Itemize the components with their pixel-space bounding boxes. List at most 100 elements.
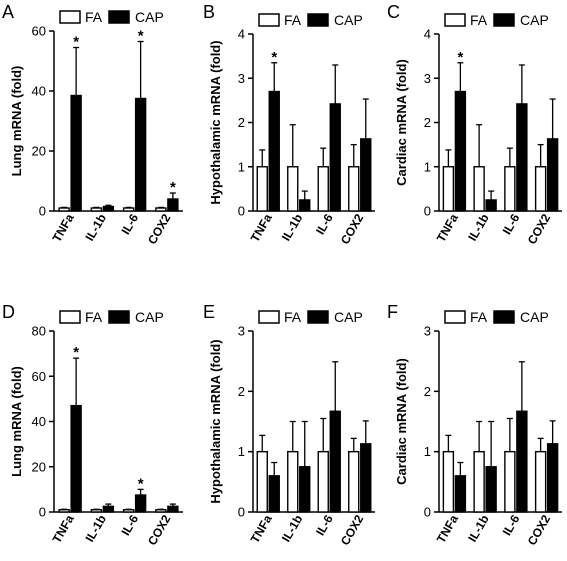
x-tick-label: TNFa: [50, 512, 77, 545]
significance-marker: *: [457, 49, 463, 66]
legend-swatch-cap: [493, 13, 515, 27]
y-tick-label: 80: [32, 324, 46, 339]
bar-cap-il-1b: [102, 505, 115, 513]
bar-fa-cox2: [348, 450, 360, 513]
bar-fa-cox2: [155, 207, 167, 212]
panel-label: F: [387, 302, 398, 322]
bar-fa-tnfa: [256, 166, 268, 212]
x-tick-label: TNFa: [248, 211, 275, 244]
x-tick-label: COX2: [145, 512, 174, 548]
x-tick-label: IL-6: [313, 211, 336, 237]
significance-marker: *: [170, 179, 176, 196]
y-axis-label: Hypothalamic mRNA (fold): [208, 339, 223, 503]
legend-label-fa: FA: [470, 309, 488, 325]
significance-marker: *: [271, 49, 277, 66]
x-tick-label: IL-6: [118, 211, 141, 237]
chart-panel-e: E 0 1 2 3 Hypothalamic mRNA (fold) TNFa IL-1b IL…: [203, 302, 375, 548]
x-tick-label: IL-6: [118, 512, 141, 538]
x-tick-label: IL-6: [500, 512, 523, 538]
legend-label-fa: FA: [284, 12, 302, 28]
y-tick-label: 0: [424, 204, 431, 219]
bar-fa-tnfa: [442, 166, 455, 212]
bar-fa-il-1b: [287, 450, 299, 513]
y-tick-label: 0: [424, 505, 431, 520]
x-tick-label: COX2: [338, 512, 367, 548]
x-tick-label: IL-1b: [83, 513, 109, 545]
y-tick-label: 20: [32, 144, 46, 159]
bar-cap-il-6: [516, 410, 528, 513]
bar-fa-il-1b: [473, 166, 485, 212]
bar-cap-tnfa: [268, 90, 280, 212]
y-tick-label: 1: [238, 444, 245, 459]
x-tick-label: TNFa: [434, 512, 461, 545]
x-tick-label: TNFa: [248, 512, 275, 545]
bar-fa-tnfa: [58, 207, 70, 212]
bar-fa-tnfa: [256, 450, 268, 513]
bar-fa-il-1b: [287, 166, 299, 212]
y-tick-label: 3: [238, 71, 245, 86]
bar-fa-il-6: [504, 166, 516, 212]
bar-cap-cox2: [360, 138, 372, 212]
x-tick-label: IL-1b: [279, 513, 305, 545]
y-tick-label: 0: [238, 505, 245, 520]
significance-marker: *: [73, 344, 79, 361]
chart-panel-b: B 0 1 2 3 4 Hypothalamic mRNA (fold) * TNFa IL-1b…: [203, 2, 375, 247]
y-tick-label: 3: [424, 71, 431, 86]
legend-label-cap: CAP: [334, 12, 363, 28]
bar-fa-il-1b: [473, 450, 485, 513]
y-tick-label: 40: [32, 414, 46, 429]
y-tick-label: 2: [424, 115, 431, 130]
y-tick-label: 2: [238, 115, 245, 130]
bar-fa-tnfa: [58, 509, 70, 513]
x-tick-label: COX2: [525, 211, 554, 247]
bar-cap-cox2: [167, 505, 179, 513]
y-axis-label: Cardiac mRNA (fold): [394, 59, 409, 186]
legend-swatch-fa: [258, 310, 280, 324]
bar-cap-il-6: [134, 494, 147, 513]
bar-fa-cox2: [155, 509, 167, 513]
x-tick-label: COX2: [145, 211, 174, 247]
bar-cap-il-1b: [299, 466, 311, 513]
bar-fa-il-1b: [90, 509, 103, 513]
y-tick-label: 60: [32, 369, 46, 384]
chart-panel-d: D 0 20 40 60 80 Lung mRNA (fold) * TNFa IL-1b * IL-…: [2, 302, 183, 548]
legend-label-cap: CAP: [520, 309, 549, 325]
y-tick-label: 60: [32, 24, 46, 39]
y-tick-label: 4: [238, 27, 245, 42]
bar-cap-il-1b: [485, 199, 497, 212]
bar-cap-il-6: [516, 103, 528, 212]
legend-swatch-fa: [258, 13, 280, 27]
legend-swatch-cap: [307, 310, 329, 324]
bar-cap-tnfa: [454, 475, 467, 513]
bar-cap-il-1b: [299, 199, 311, 212]
y-tick-label: 0: [39, 204, 46, 219]
y-tick-label: 40: [32, 84, 46, 99]
bar-cap-il-6: [134, 97, 147, 212]
y-tick-label: 1: [424, 159, 431, 174]
legend-label-cap: CAP: [334, 309, 363, 325]
bar-fa-il-1b: [90, 207, 103, 212]
bar-cap-il-1b: [485, 466, 497, 513]
bar-cap-cox2: [546, 443, 559, 513]
bar-cap-tnfa: [70, 404, 82, 513]
y-tick-label: 3: [424, 324, 431, 339]
legend-swatch-fa: [59, 310, 81, 324]
legend-swatch-cap: [108, 310, 130, 324]
legend-swatch-fa: [59, 10, 81, 24]
significance-marker: *: [138, 475, 144, 492]
significance-marker: *: [73, 34, 79, 51]
panel-label: B: [203, 2, 215, 22]
bar-cap-tnfa: [70, 94, 82, 212]
y-axis-label: Cardiac mRNA (fold): [394, 358, 409, 485]
y-axis-label: Hypothalamic mRNA (fold): [208, 40, 223, 204]
bar-fa-tnfa: [442, 450, 455, 513]
x-tick-label: COX2: [338, 211, 367, 247]
legend-label-cap: CAP: [135, 9, 164, 25]
bar-fa-il-6: [317, 166, 329, 212]
x-tick-label: IL-1b: [465, 513, 491, 545]
bar-fa-il-6: [317, 450, 329, 513]
chart-panel-a: A 0 20 40 60 Lung mRNA (fold) * TNFa IL-1b * IL-6 *…: [2, 2, 183, 247]
